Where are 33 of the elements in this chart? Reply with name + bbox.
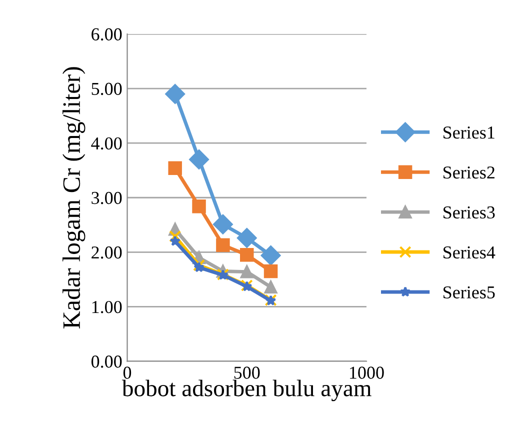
point	[264, 264, 278, 278]
legend-label: Series2	[444, 166, 494, 179]
y-tick-label: 5.00	[92, 82, 122, 96]
point	[240, 248, 254, 262]
point	[213, 214, 233, 234]
point	[264, 280, 278, 294]
x-tick-label: 0	[123, 366, 132, 379]
legend-label: Series5	[444, 286, 495, 298]
point	[260, 246, 281, 266]
x-axis-title: bobot adsorben bulu ayam	[122, 380, 372, 402]
point	[192, 199, 206, 214]
point	[165, 84, 185, 104]
point	[216, 238, 230, 252]
y-tick-label: 2.00	[92, 246, 122, 259]
point	[189, 150, 209, 170]
point	[192, 259, 206, 272]
point	[170, 236, 180, 246]
y-tick-label: 6.00	[92, 28, 122, 41]
x-tick-label: 500	[234, 366, 260, 379]
point	[169, 230, 182, 242]
y-axis-title: Kadar logam Cr (mg/liter)	[62, 67, 86, 328]
point	[168, 161, 182, 176]
point	[240, 265, 254, 278]
y-tick-label: 1.00	[92, 300, 122, 314]
y-tick-label: 4.00	[91, 137, 122, 150]
legend-label: Series3	[444, 206, 495, 219]
point	[194, 262, 204, 272]
legend-label: Series1	[444, 126, 494, 139]
y-tick-label: 3.00	[92, 192, 122, 204]
y-tick-label: 0.00	[91, 356, 122, 368]
x-tick-label: 1000	[350, 366, 384, 379]
point	[236, 228, 257, 248]
legend-label: Series4	[444, 246, 496, 259]
